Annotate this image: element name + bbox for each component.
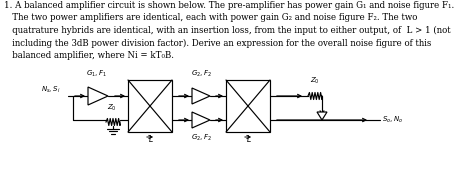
Text: The two power amplifiers are identical, each with power gain G₂ and noise figure: The two power amplifiers are identical, …	[4, 13, 418, 22]
Bar	[128, 80, 172, 132]
Text: $S_o, N_o$: $S_o, N_o$	[382, 115, 403, 125]
Polygon shape	[192, 112, 210, 128]
Text: $Z_0$: $Z_0$	[107, 103, 117, 113]
Text: balanced amplifier, where Ni = kT₀B.: balanced amplifier, where Ni = kT₀B.	[4, 51, 174, 60]
Polygon shape	[192, 88, 210, 104]
Text: $Z_0$: $Z_0$	[310, 76, 320, 86]
Polygon shape	[88, 87, 108, 105]
Bar	[226, 80, 270, 132]
Text: $N_s, S_i$: $N_s, S_i$	[41, 85, 60, 95]
Text: 1. A balanced amplifier circuit is shown below. The pre-amplifier has power gain: 1. A balanced amplifier circuit is shown…	[4, 1, 454, 10]
Text: $G_2, F_2$: $G_2, F_2$	[191, 133, 211, 143]
Text: including the 3dB power division factor). Derive an expression for the overall n: including the 3dB power division factor)…	[4, 39, 431, 48]
Polygon shape	[317, 112, 327, 120]
Text: $L$: $L$	[148, 133, 154, 144]
Text: $L$: $L$	[246, 133, 252, 144]
Text: $G_1, F_1$: $G_1, F_1$	[85, 69, 107, 79]
Text: $G_2, F_2$: $G_2, F_2$	[191, 69, 211, 79]
Text: quatrature hybrids are identical, with an insertion loss, from the input to eith: quatrature hybrids are identical, with a…	[4, 26, 451, 35]
